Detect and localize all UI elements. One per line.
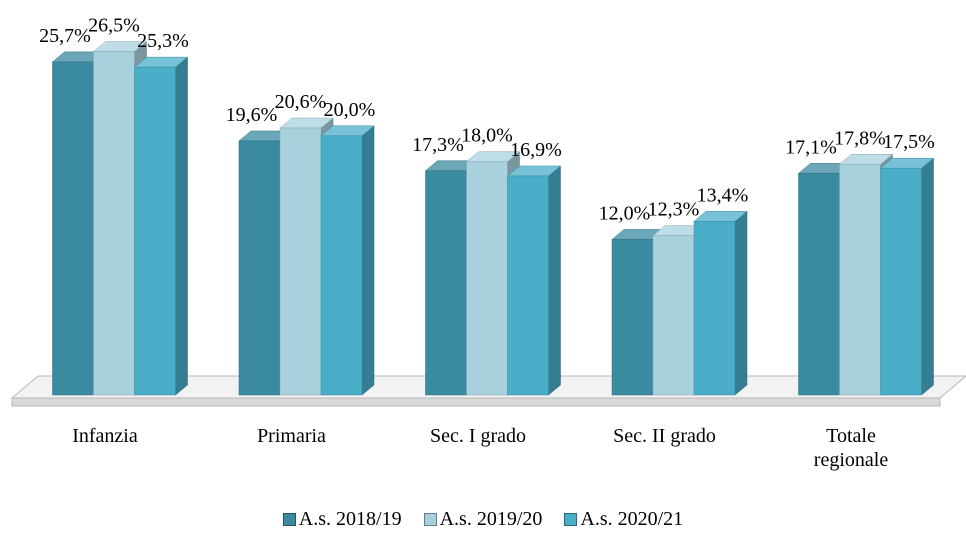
data-label: 17,8%: [834, 127, 886, 149]
data-label: 20,6%: [275, 91, 327, 113]
data-label: 16,9%: [510, 139, 562, 161]
legend-item: A.s. 2019/20: [423, 508, 543, 531]
data-label: 25,7%: [39, 25, 91, 47]
data-label: 17,1%: [785, 136, 837, 158]
data-label: 19,6%: [226, 104, 278, 126]
x-tick-label: Totale regionale: [813, 425, 889, 471]
bar: [839, 164, 881, 396]
legend-swatch: [282, 513, 296, 526]
bar-side: [734, 210, 748, 396]
data-label: 25,3%: [137, 30, 189, 52]
x-tick-label: Sec. II grado: [613, 425, 716, 447]
x-tick-label: Infanzia: [72, 425, 138, 447]
legend: A.s. 2018/19 A.s. 2019/20 A.s. 2020/21: [0, 508, 966, 531]
legend-item: A.s. 2020/21: [564, 508, 683, 531]
bar: [798, 173, 840, 396]
legend-swatch: [564, 513, 578, 526]
bar: [320, 135, 363, 396]
bar: [425, 170, 467, 396]
bar: [693, 221, 736, 396]
chart: 25,7%26,5%25,3% 19,6%20,6%20,0% 17,3%18,0%…: [10, 15, 966, 407]
bar: [652, 235, 695, 396]
x-tick-label: Sec. I grado: [429, 425, 527, 447]
data-label: 13,4%: [697, 184, 749, 206]
legend-label: A.s. 2019/20: [439, 508, 543, 530]
bar: [238, 140, 281, 396]
x-tick-label: Primaria: [257, 425, 326, 447]
floor-edge: [11, 397, 941, 407]
bar: [134, 66, 176, 396]
bar: [880, 167, 922, 396]
bar: [466, 161, 508, 396]
bar-side: [361, 125, 375, 396]
data-label: 17,3%: [412, 134, 464, 156]
legend-label: A.s. 2018/19: [298, 508, 402, 530]
bar-side: [175, 56, 188, 396]
bar: [507, 175, 549, 396]
data-label: 18,0%: [461, 125, 513, 147]
legend-label: A.s. 2020/21: [580, 508, 684, 530]
data-label: 20,0%: [324, 99, 376, 121]
bar: [93, 51, 135, 396]
data-label: 17,5%: [883, 131, 935, 153]
bar-side: [548, 165, 561, 396]
bar: [279, 127, 322, 396]
legend-swatch: [423, 513, 437, 526]
legend-item: A.s. 2018/19: [282, 508, 402, 531]
bar: [611, 239, 654, 396]
data-label: 12,0%: [599, 202, 651, 224]
data-label: 12,3%: [648, 199, 700, 221]
bar-side: [921, 157, 934, 396]
data-label: 26,5%: [88, 15, 140, 37]
bar: [52, 61, 94, 396]
